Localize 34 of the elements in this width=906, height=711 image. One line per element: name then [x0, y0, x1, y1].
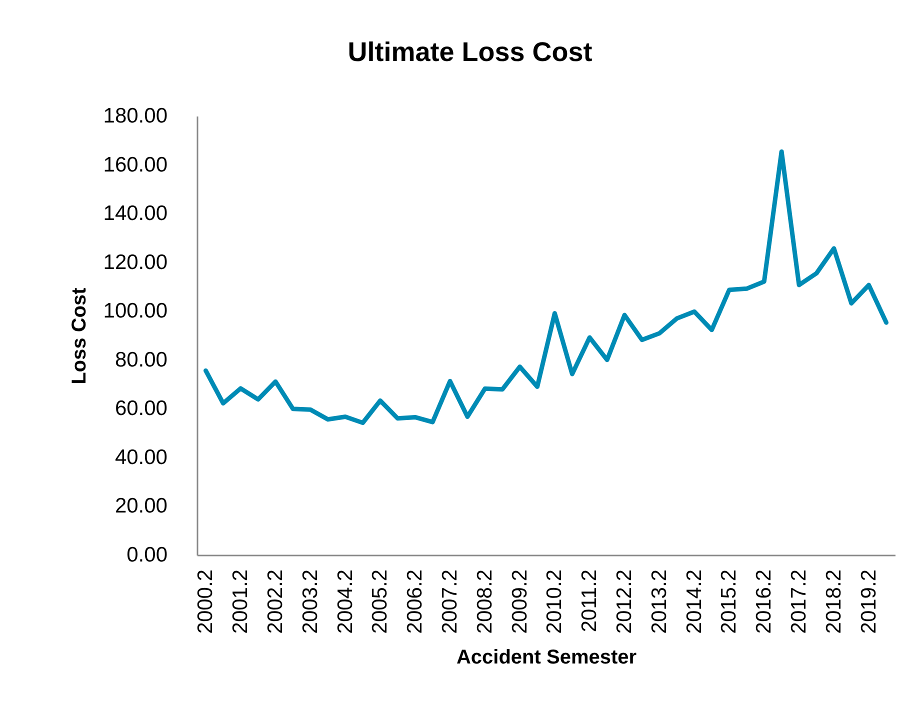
- y-axis-title: Loss Cost: [68, 287, 90, 384]
- chart-title: Ultimate Loss Cost: [348, 37, 592, 67]
- x-tick-label: 2006.2: [404, 570, 427, 634]
- y-tick-label: 100.00: [103, 300, 168, 323]
- x-tick-label: 2013.2: [648, 570, 671, 634]
- y-tick-label: 60.00: [114, 397, 168, 420]
- y-tick-label: 20.00: [114, 494, 168, 518]
- y-tick-label: 80.00: [114, 348, 168, 372]
- x-tick-label: 2014.2: [682, 570, 706, 634]
- x-tick-label: 2011.2: [578, 570, 602, 632]
- x-tick-label: 2010.2: [543, 570, 566, 634]
- x-tick-label: 2012.2: [613, 570, 636, 634]
- x-tick-label: 2005.2: [368, 570, 392, 634]
- x-tick-label: 2016.2: [752, 570, 776, 634]
- line-series: [203, 149, 889, 426]
- x-tick-label: 2017.2: [788, 570, 811, 634]
- x-tick-label: 2015.2: [718, 570, 741, 634]
- y-tick-label: 180.00: [103, 104, 168, 128]
- x-tick-label: 2009.2: [508, 570, 532, 634]
- y-tick-label: 140.00: [103, 202, 168, 226]
- x-tick-label: 2000.2: [194, 570, 218, 634]
- x-tick-label: 2008.2: [473, 570, 496, 634]
- x-tick-label: 2018.2: [822, 570, 846, 634]
- x-tick-label: 2002.2: [264, 570, 288, 634]
- x-axis-title: Accident Semester: [456, 646, 637, 669]
- x-tick-label: 2004.2: [334, 570, 357, 634]
- y-tick-label: 40.00: [114, 446, 168, 469]
- y-tick-label: 0.00: [126, 544, 168, 566]
- x-tick-label: 2001.2: [229, 570, 252, 634]
- y-tick-label: 120.00: [103, 250, 168, 274]
- y-tick-label: 160.00: [103, 153, 168, 176]
- x-tick-label: 2019.2: [857, 570, 880, 634]
- x-tick-label: 2007.2: [438, 570, 462, 634]
- x-tick-label: 2003.2: [298, 570, 322, 634]
